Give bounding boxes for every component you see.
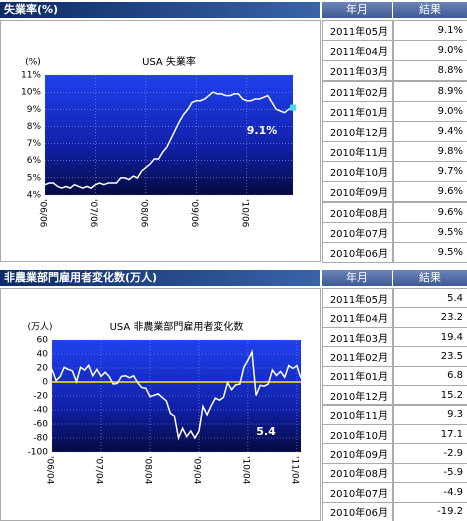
y-tick-label: 10%: [21, 88, 41, 98]
data-line: [44, 91, 294, 189]
x-tick-label: '10/06: [239, 199, 249, 228]
chart-box: [0, 20, 321, 262]
x-tick-label: '06/06: [38, 199, 48, 228]
data-line: [51, 349, 302, 441]
y-tick-label: 4%: [27, 191, 42, 201]
x-tick-label: '08/04: [142, 456, 152, 485]
y-tick-label: -20: [33, 392, 48, 402]
table-header: 結果: [393, 270, 467, 286]
x-tick-label: '08/06: [138, 199, 148, 228]
y-tick-label: 0: [42, 378, 48, 388]
y-tick-label: 60: [37, 336, 49, 346]
chart-title: USA 失業率: [142, 55, 196, 68]
annotation: 9.1%: [247, 124, 278, 137]
table-header: 結果: [393, 2, 467, 18]
y-axis-label: (万人): [27, 322, 52, 333]
x-tick-label: '11/04: [289, 456, 299, 485]
y-tick-label: 40: [37, 350, 49, 360]
y-tick-label: 20: [37, 364, 49, 374]
table-header: 年月: [322, 2, 392, 18]
y-tick-label: 5%: [27, 173, 42, 183]
annotation: 5.4: [256, 425, 276, 438]
last-point: [290, 104, 296, 111]
y-tick-label: 9%: [27, 105, 42, 115]
x-tick-label: '10/04: [240, 456, 250, 485]
x-tick-label: '06/04: [45, 456, 55, 485]
panel-header: 非農業部門雇用者変化数(万人): [0, 270, 320, 286]
chart-title: USA 非農業部門雇用者変化数: [110, 320, 244, 333]
x-tick-label: '07/06: [88, 199, 98, 228]
y-tick-label: -40: [33, 406, 48, 416]
y-axis-label: (%): [25, 58, 41, 68]
y-tick-label: 8%: [27, 122, 42, 132]
y-tick-label: -80: [33, 434, 48, 444]
table-header: 年月: [322, 270, 392, 286]
y-tick-label: -100: [28, 448, 49, 458]
x-tick-label: '09/06: [189, 199, 199, 228]
table-cell: 9.5%: [393, 241, 467, 263]
x-tick-label: '09/04: [191, 456, 201, 485]
panel-header: 失業率(%): [0, 2, 320, 18]
y-tick-label: 7%: [27, 139, 42, 149]
plot-area: [45, 75, 293, 195]
y-tick-label: 6%: [27, 156, 42, 166]
y-tick-label: 11%: [21, 71, 41, 81]
table-cell: 2010年06月: [322, 241, 393, 263]
y-tick-label: -60: [33, 420, 48, 430]
x-tick-label: '07/04: [93, 456, 103, 485]
